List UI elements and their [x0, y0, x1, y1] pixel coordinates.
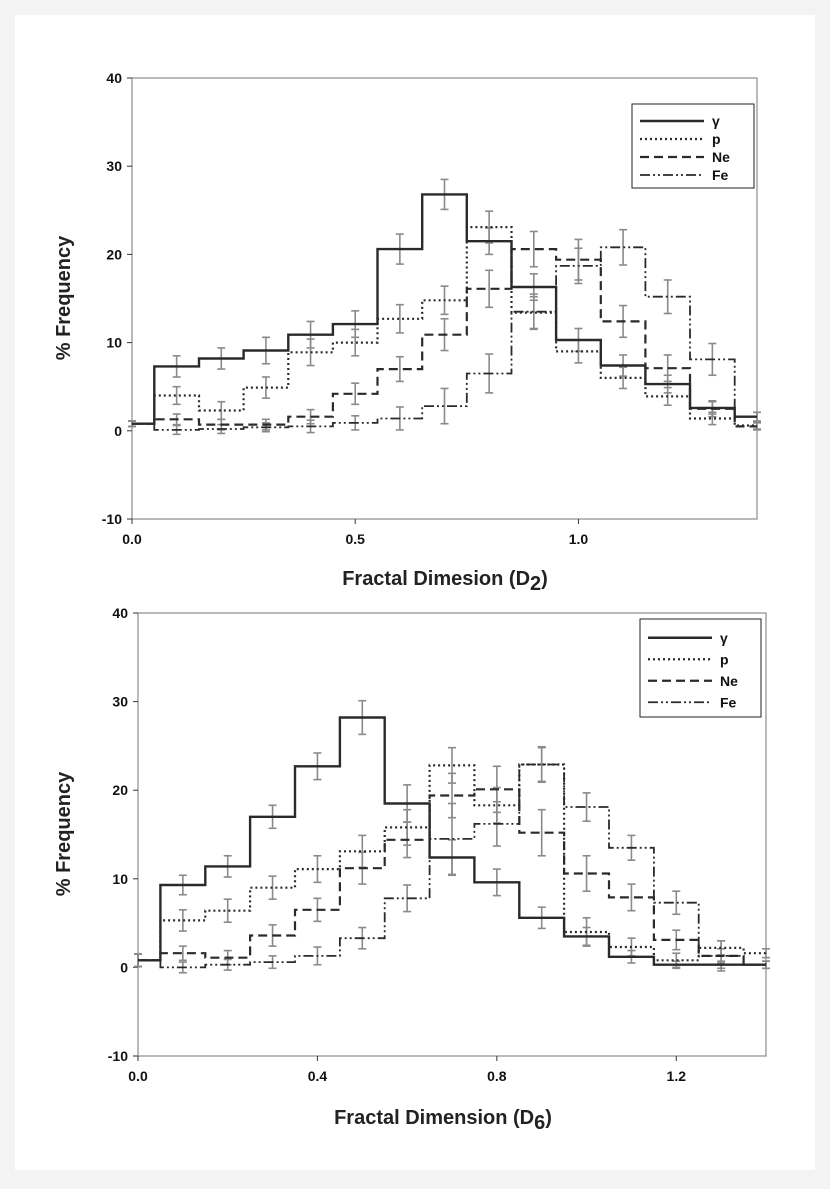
- plot-area: [131, 77, 758, 520]
- y-tick-label: -10: [108, 1048, 128, 1064]
- x-tick-label: 0.0: [128, 1068, 148, 1084]
- legend-box: [631, 103, 755, 189]
- y-tick-label: 40: [112, 605, 128, 621]
- y-tick-label: -10: [102, 511, 122, 527]
- series-line-solid: [138, 716, 766, 966]
- y-tick-label: 30: [106, 158, 122, 174]
- x-axis-title: Fractal Dimesion (D2): [342, 568, 548, 595]
- error-bars-dashdot: [128, 228, 761, 436]
- series-line-dashed: [138, 788, 766, 966]
- legend-label: Fe: [712, 167, 729, 183]
- x-tick-label: 0.0: [122, 531, 142, 547]
- legend: γp Ne Fe: [631, 103, 755, 189]
- y-tick-label: 10: [112, 871, 128, 887]
- legend-label: Ne: [720, 673, 738, 689]
- y-tick-label: 40: [106, 70, 122, 86]
- y-tick-label: 10: [106, 335, 122, 351]
- plot-area: [137, 612, 767, 1057]
- y-tick-label: 20: [106, 246, 122, 262]
- y-tick-label: 0: [114, 423, 122, 439]
- x-tick-label: 0.5: [345, 531, 365, 547]
- y-tick-label: 30: [112, 694, 128, 710]
- series-line-dotted: [132, 226, 757, 427]
- x-tick-label: 0.4: [308, 1068, 328, 1084]
- legend: γp Ne Fe: [639, 618, 762, 718]
- y-tick-label: 0: [120, 959, 128, 975]
- x-tick-label: 0.8: [487, 1068, 507, 1084]
- page-background: [15, 15, 815, 1170]
- series-line-dashed: [132, 248, 757, 428]
- legend-label: γ: [720, 630, 728, 646]
- legend-label: p: [712, 131, 721, 147]
- legend-label: Ne: [712, 149, 730, 165]
- x-axis-title: Fractal Dimension (D6): [334, 1107, 552, 1134]
- legend-label: γ: [712, 113, 720, 129]
- x-tick-label: 1.0: [569, 531, 589, 547]
- legend-box: [639, 618, 762, 718]
- legend-label: p: [720, 651, 729, 667]
- y-tick-label: 20: [112, 782, 128, 798]
- series-line-solid: [132, 193, 757, 425]
- chart-2: -10 0 10 20 30 40 0.0 0.4 0.8 1.2 Fractal Dimensio…: [53, 605, 770, 1134]
- legend-label: Fe: [720, 694, 737, 710]
- y-axis-title: % Frequency: [53, 771, 75, 896]
- y-axis-title: % Frequency: [53, 235, 75, 360]
- chart-1: -10 0 10 20 30 40 0.0 0.5 1.0 Fractal Dimesion (D…: [53, 70, 761, 595]
- x-tick-label: 1.2: [667, 1068, 687, 1084]
- series-line-dashdot: [132, 246, 757, 431]
